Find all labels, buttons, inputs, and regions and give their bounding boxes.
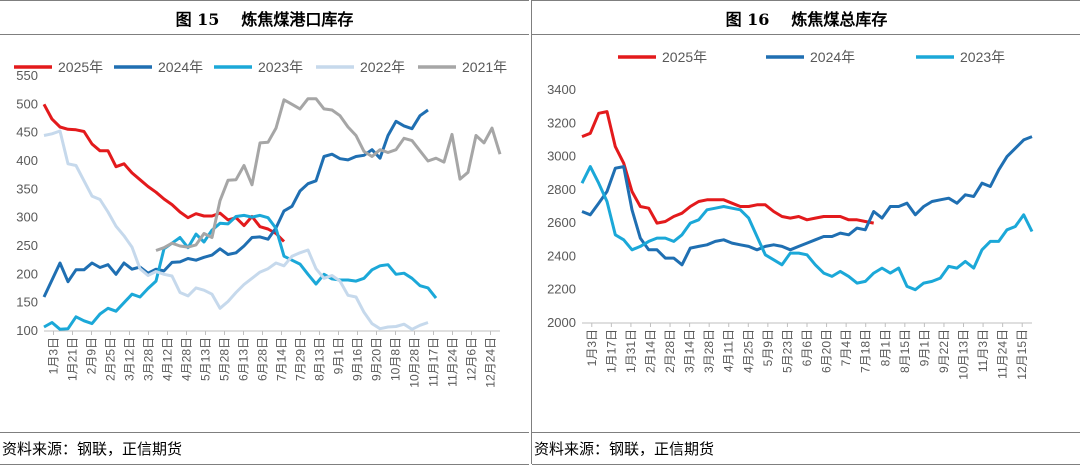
figure-15-panel: 图 15 炼焦煤港口库存 100 150 200 250 300 350 400 450 500… (0, 0, 529, 465)
x-tick-label: 11月24日 (446, 337, 460, 387)
figure-number: 图 15 (175, 9, 220, 29)
x-tick-label: 3月12日 (123, 337, 137, 381)
x-tick-label: 6月6日 (800, 329, 814, 366)
x-tick-label: 4月11日 (722, 329, 736, 372)
x-tick-label: 10月13日 (957, 329, 971, 380)
x-tick-label: 6月13日 (237, 337, 251, 381)
source-text: 资料来源：钢联，正信期货 (2, 440, 183, 458)
legend-label: 2025年 (662, 49, 707, 65)
y-tick-label: 250 (16, 238, 38, 253)
figure-title-text: 炼焦煤总库存 (791, 9, 888, 29)
x-tick-label: 9月16日 (351, 337, 365, 381)
figure-number: 图 16 (725, 9, 770, 29)
x-tick-label: 7月14日 (275, 337, 289, 381)
y-tick-label: 450 (16, 125, 38, 140)
x-tick-label: 8月15日 (898, 329, 912, 373)
y-tick-label: 400 (16, 153, 38, 168)
x-tick-label: 9月22日 (937, 329, 951, 373)
x-tick-label: 8月1日 (878, 329, 892, 366)
y-tick-label: 100 (16, 323, 38, 338)
figure-title: 图 16 炼焦煤总库存 (532, 1, 1080, 35)
series-line-2021年 (155, 97, 502, 252)
series-line-2025年 (581, 110, 874, 225)
x-tick-label: 2月9日 (85, 337, 99, 374)
x-tick-label: 7月29日 (294, 337, 308, 381)
series-line-2024年 (581, 135, 1033, 267)
y-tick-label: 3000 (547, 149, 576, 164)
x-tick-label: 6月28日 (256, 337, 270, 381)
x-tick-label: 8月13日 (313, 337, 327, 381)
x-tick-label: 2月14日 (643, 329, 657, 373)
x-tick-label: 6月20日 (820, 329, 834, 373)
x-tick-label: 1月21日 (66, 337, 80, 381)
x-tick-label: 1月3日 (585, 329, 599, 366)
x-tick-label: 5月28日 (218, 337, 232, 381)
x-tick-label: 4月12日 (161, 337, 175, 381)
figure-title-text: 炼焦煤港口库存 (241, 9, 354, 29)
legend-label: 2023年 (258, 59, 303, 75)
source-note: 资料来源：钢联，正信期货 (0, 432, 529, 465)
y-tick-label: 550 (16, 68, 38, 83)
x-tick-label: 3月28日 (142, 337, 156, 381)
series-line-2024年 (42, 108, 429, 298)
series-line-2025年 (42, 103, 286, 243)
legend-label: 2023年 (960, 49, 1005, 65)
source-text: 资料来源：钢联，正信期货 (534, 440, 715, 458)
y-tick-label: 2200 (547, 282, 576, 297)
x-tick-label: 11月3日 (976, 329, 990, 372)
y-tick-label: 350 (16, 181, 38, 196)
y-tick-label: 2400 (547, 248, 576, 263)
y-tick-label: 200 (16, 266, 38, 281)
x-tick-label: 9月1日 (917, 329, 931, 366)
y-tick-label: 500 (16, 96, 38, 111)
x-tick-label: 2月25日 (104, 337, 118, 381)
series-line-2022年 (43, 129, 429, 331)
x-tick-label: 10月8日 (389, 337, 403, 381)
x-tick-label: 3月28日 (702, 329, 716, 373)
x-tick-label: 12月24日 (484, 337, 498, 388)
series-line-2023年 (43, 213, 438, 331)
y-tick-label: 2600 (547, 215, 576, 230)
legend-label: 2024年 (158, 59, 203, 75)
y-tick-label: 150 (16, 295, 38, 310)
x-tick-label: 11月24日 (996, 329, 1010, 379)
x-tick-label: 9月20日 (370, 337, 384, 381)
y-tick-label: 3400 (547, 82, 576, 97)
series-line-2023年 (580, 165, 1034, 292)
x-tick-label: 5月9日 (761, 329, 775, 366)
x-tick-label: 4月28日 (180, 337, 194, 381)
x-tick-label: 1月3日 (47, 337, 61, 374)
x-tick-label: 1月17日 (604, 329, 618, 373)
x-tick-label: 12月15日 (1015, 329, 1029, 380)
x-tick-label: 5月13日 (199, 337, 213, 381)
x-tick-label: 2月28日 (663, 329, 677, 373)
y-tick-label: 2800 (547, 182, 576, 197)
legend-label: 2024年 (810, 49, 855, 65)
figure-16-panel: 图 16 炼焦煤总库存 2000 2200 2400 2600 2800 3000 3200… (531, 0, 1080, 465)
x-tick-label: 7月4日 (839, 329, 853, 366)
x-tick-label: 9月1日 (332, 337, 346, 374)
x-tick-label: 10月28日 (408, 337, 422, 388)
x-tick-label: 5月23日 (780, 329, 794, 373)
figure-title: 图 15 炼焦煤港口库存 (0, 1, 529, 35)
x-tick-label: 7月18日 (859, 329, 873, 373)
x-tick-label: 4月25日 (741, 329, 755, 373)
x-tick-label: 11月17日 (427, 337, 441, 387)
source-note: 资料来源：钢联，正信期货 (532, 432, 1080, 465)
total-inventory-chart: 2000 2200 2400 2600 2800 3000 3200 3400 1月3日 1月17… (547, 49, 1034, 380)
port-inventory-chart: 100 150 200 250 300 350 400 450 500 550 1月3日 1月21日 2… (14, 59, 507, 388)
x-tick-label: 3月14日 (683, 329, 697, 373)
y-tick-label: 300 (16, 210, 38, 225)
x-tick-label: 12月6日 (465, 337, 479, 381)
y-tick-label: 3200 (547, 115, 576, 130)
y-tick-label: 2000 (547, 315, 576, 330)
legend-label: 2025年 (58, 59, 103, 75)
legend-label: 2022年 (360, 59, 405, 75)
x-tick-label: 1月31日 (624, 329, 638, 373)
legend-label: 2021年 (462, 59, 507, 75)
